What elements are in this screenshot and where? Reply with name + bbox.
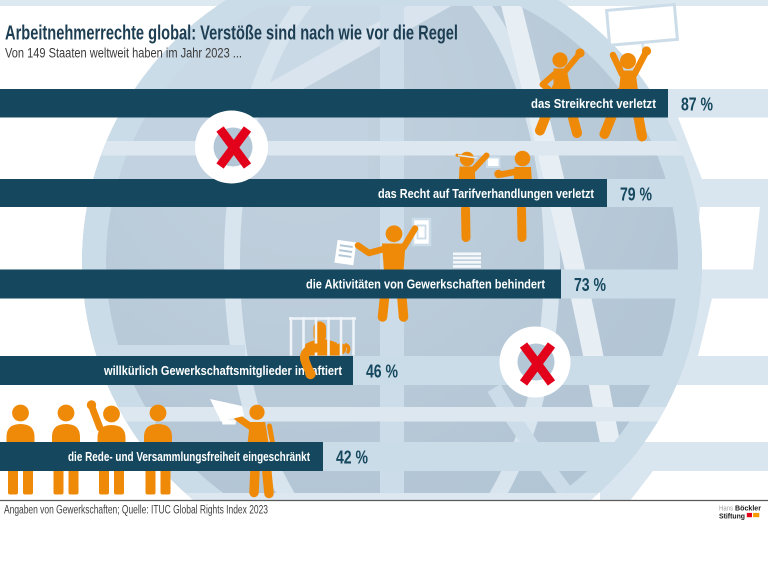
svg-text:Böckler: Böckler: [735, 505, 761, 512]
svg-text:87 %: 87 %: [681, 95, 713, 115]
svg-text:die Aktivitäten von Gewerkscha: die Aktivitäten von Gewerkschaften behin…: [306, 278, 546, 292]
svg-text:Arbeitnehmerrechte global: Ver: Arbeitnehmerrechte global: Verstöße sind…: [5, 23, 458, 45]
svg-text:die Rede- und Versammlungsfrei: die Rede- und Versammlungsfreiheit einge…: [68, 450, 311, 464]
svg-text:46 %: 46 %: [366, 362, 398, 382]
svg-text:42 %: 42 %: [336, 448, 368, 468]
svg-text:das Streikrecht verletzt: das Streikrecht verletzt: [531, 97, 657, 111]
svg-text:73 %: 73 %: [574, 275, 606, 295]
svg-text:Angaben von Gewerkschaften; Qu: Angaben von Gewerkschaften; Quelle: ITUC…: [4, 505, 268, 517]
svg-text:Stiftung: Stiftung: [719, 513, 745, 520]
svg-text:Von 149 Staaten weltweit haben: Von 149 Staaten weltweit haben im Jahr 2…: [5, 46, 242, 61]
svg-text:das Recht auf Tarifverhandlung: das Recht auf Tarifverhandlungen verletz…: [378, 187, 595, 201]
svg-text:willkürlich Gewerkschaftsmitgl: willkürlich Gewerkschaftsmitglieder inha…: [103, 364, 343, 378]
svg-text:79 %: 79 %: [620, 185, 652, 205]
svg-text:Hans: Hans: [719, 505, 733, 512]
